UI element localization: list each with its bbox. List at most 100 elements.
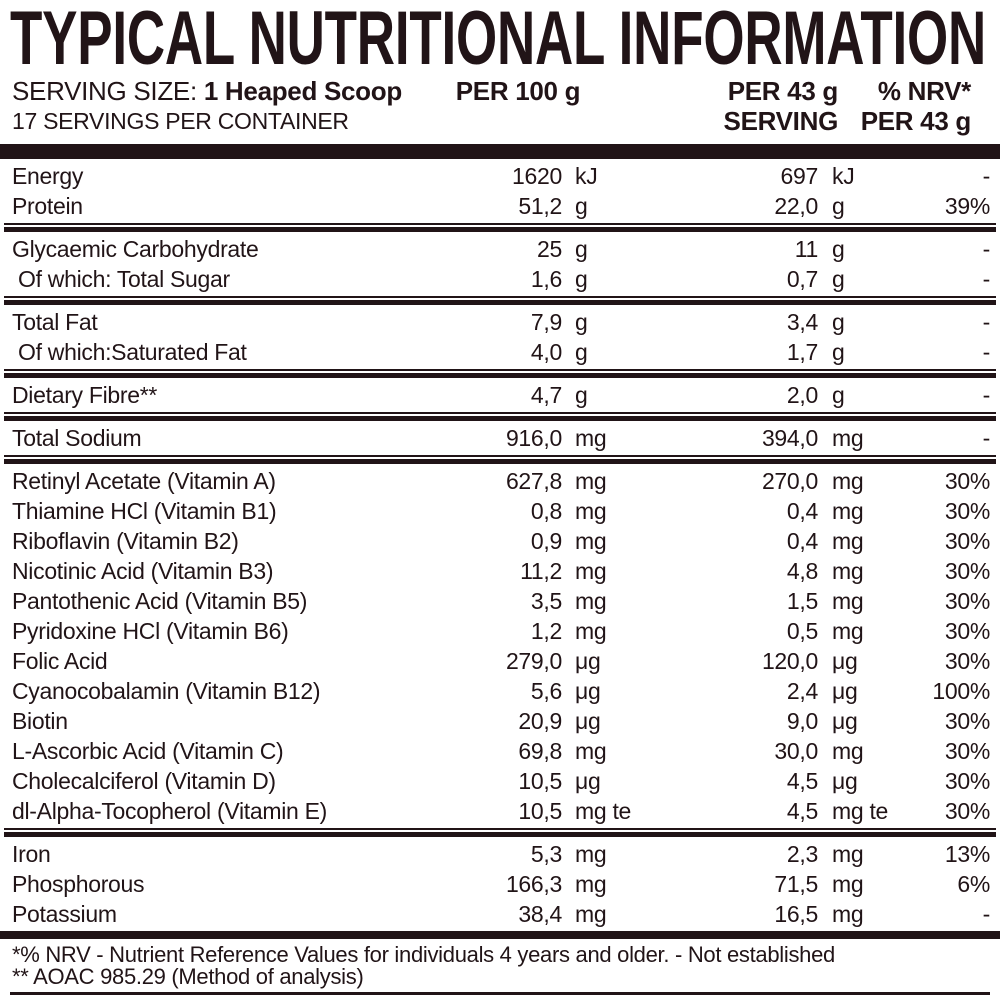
per100-unit: μg: [575, 768, 601, 794]
per43-value: 30,0: [774, 738, 818, 764]
per100-value: 4,0: [530, 339, 562, 365]
per43-unit: mg: [832, 871, 864, 897]
nutrient-name: Potassium: [12, 901, 117, 927]
table-row: Riboflavin (Vitamin B2) 0,9 mg 0,4 mg 30%: [0, 526, 1000, 556]
divider-line: [4, 227, 996, 232]
nutrient-name: Protein: [12, 193, 83, 219]
per100-value: 0,8: [530, 498, 562, 524]
nrv-value: -: [982, 901, 991, 927]
table-row: Dietary Fibre** 4,7 g 2,0 g -: [0, 380, 1000, 410]
table-section: Glycaemic Carbohydrate 25 g 11 g - Of which: T…: [0, 232, 1000, 296]
footer-divider-bar: [0, 931, 1000, 939]
nrv-value: -: [982, 339, 991, 365]
table-row: Nicotinic Acid (Vitamin B3) 11,2 mg 4,8 mg 30…: [0, 556, 1000, 586]
nutrient-name: Dietary Fibre**: [12, 382, 158, 408]
per43-unit: g: [832, 382, 845, 408]
divider-line: [4, 369, 996, 371]
per100-value: 1,6: [530, 266, 562, 292]
label-title-block: TYPICAL NUTRITIONAL INFORMATION: [10, 0, 1000, 81]
per100-value: 4,7: [530, 382, 562, 408]
per100-unit: mg: [575, 425, 607, 451]
per43-value: 9,0: [786, 708, 818, 734]
per43-value: 4,5: [786, 798, 818, 824]
per100-unit: kJ: [575, 163, 598, 189]
nutrient-name: Cholecalciferol (Vitamin D): [12, 768, 276, 794]
table-row: Folic Acid 279,0 μg 120,0 μg 30%: [0, 646, 1000, 676]
divider-line: [4, 223, 996, 225]
divider-line: [4, 459, 996, 464]
divider-line: [4, 300, 996, 305]
per100-value: 1620: [512, 163, 562, 189]
servings-per-container: 17 SERVINGS PER CONTAINER: [12, 108, 349, 134]
per43-value: 0,4: [786, 498, 818, 524]
column-header-per-100g: PER 100 g: [455, 76, 581, 106]
table-row: Iron 5,3 mg 2,3 mg 13%: [0, 839, 1000, 869]
nutrient-name: Pantothenic Acid (Vitamin B5): [12, 588, 308, 614]
nrv-value: 30%: [944, 798, 990, 824]
nutrient-name: Of which:Saturated Fat: [18, 339, 247, 365]
divider-line: [4, 832, 996, 837]
per100-unit: mg: [575, 588, 607, 614]
serving-size: SERVING SIZE: 1 Heaped Scoop: [12, 76, 402, 106]
footnote-nrv: *% NRV - Nutrient Reference Values for i…: [12, 942, 835, 967]
per100-unit: g: [575, 382, 588, 408]
per43-value: 394,0: [761, 425, 818, 451]
per100-value: 279,0: [505, 648, 562, 674]
per43-value: 0,7: [786, 266, 818, 292]
nutrient-name: dl-Alpha-Tocopherol (Vitamin E): [12, 798, 327, 824]
table-row: Total Fat 7,9 g 3,4 g -: [0, 307, 1000, 337]
section-divider: [4, 296, 996, 305]
per100-value: 10,5: [518, 768, 562, 794]
per100-unit: mg: [575, 841, 607, 867]
per43-unit: mg: [832, 468, 864, 494]
table-section: Retinyl Acetate (Vitamin A) 627,8 mg 270,0 m…: [0, 464, 1000, 828]
nrv-value: 30%: [944, 528, 990, 554]
column-header-per-43g-line2: SERVING: [723, 106, 839, 136]
nutrient-name: Nicotinic Acid (Vitamin B3): [12, 558, 274, 584]
per43-value: 22,0: [774, 193, 818, 219]
table-section: Dietary Fibre** 4,7 g 2,0 g -: [0, 378, 1000, 412]
nrv-value: -: [982, 425, 991, 451]
nutrient-name: Retinyl Acetate (Vitamin A): [12, 468, 276, 494]
per43-unit: g: [832, 266, 845, 292]
nutrient-name: Energy: [12, 163, 84, 189]
nutrient-name: Total Fat: [12, 309, 98, 335]
footnotes: *% NRV - Nutrient Reference Values for i…: [0, 939, 1000, 988]
per100-unit: g: [575, 339, 588, 365]
per43-value: 1,7: [786, 339, 818, 365]
per100-unit: g: [575, 236, 588, 262]
per43-value: 2,4: [786, 678, 818, 704]
nrv-value: 30%: [944, 558, 990, 584]
per100-unit: mg: [575, 468, 607, 494]
nrv-value: -: [982, 382, 991, 408]
per100-value: 1,2: [530, 618, 562, 644]
per100-unit: mg: [575, 498, 607, 524]
table-row: dl-Alpha-Tocopherol (Vitamin E) 10,5 mg te…: [0, 796, 1000, 826]
per43-value: 2,0: [786, 382, 818, 408]
per43-value: 120,0: [761, 648, 818, 674]
per43-unit: g: [832, 309, 845, 335]
table-row: Pyridoxine HCl (Vitamin B6) 1,2 mg 0,5 mg 30%: [0, 616, 1000, 646]
per43-value: 4,8: [786, 558, 818, 584]
table-row: Energy 1620 kJ 697 kJ -: [0, 161, 1000, 191]
table-section: Total Sodium 916,0 mg 394,0 mg -: [0, 421, 1000, 455]
per43-value: 270,0: [761, 468, 818, 494]
per100-unit: mg: [575, 871, 607, 897]
per100-value: 166,3: [505, 871, 562, 897]
section-divider: [4, 223, 996, 232]
table-body: Energy 1620 kJ 697 kJ - Protein 51,2 g 22,0 g 39% Gl…: [0, 159, 1000, 931]
nrv-value: 30%: [944, 738, 990, 764]
header-row-2: 17 SERVINGS PER CONTAINER SERVING PER 43…: [0, 106, 1000, 136]
nutrient-name: Thiamine HCl (Vitamin B1): [12, 498, 277, 524]
per100-value: 11,2: [520, 558, 562, 584]
section-divider: [4, 412, 996, 421]
table-row: L-Ascorbic Acid (Vitamin C) 69,8 mg 30,0 mg 3…: [0, 736, 1000, 766]
per43-unit: mg: [832, 558, 864, 584]
nrv-value: 100%: [932, 678, 990, 704]
per43-unit: g: [832, 236, 845, 262]
table-row: Of which: Total Sugar 1,6 g 0,7 g -: [0, 264, 1000, 294]
per43-value: 16,5: [774, 901, 818, 927]
per100-unit: g: [575, 193, 588, 219]
per100-value: 51,2: [518, 193, 562, 219]
per100-value: 3,5: [530, 588, 562, 614]
